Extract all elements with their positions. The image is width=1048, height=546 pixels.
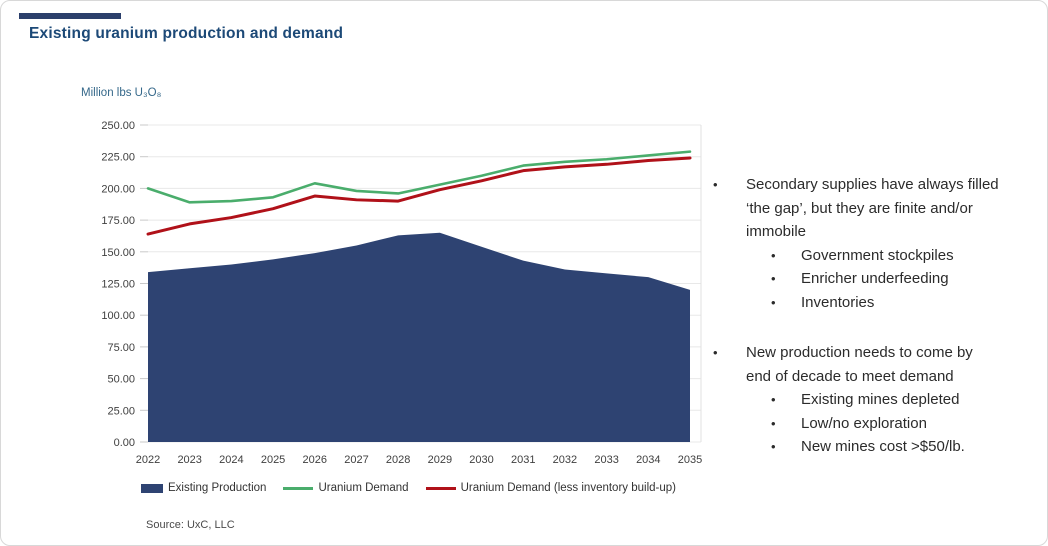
note-sub-text: Government stockpiles bbox=[801, 246, 954, 264]
note-group: • Secondary supplies have always filled ‘… bbox=[704, 173, 1044, 314]
x-axis-label: 2030 bbox=[469, 454, 493, 466]
y-axis-label: 75.00 bbox=[107, 342, 135, 354]
note-row: • Existing mines depleted bbox=[704, 388, 1044, 412]
y-axis-label: 150.00 bbox=[101, 247, 135, 259]
y-axis-label: 175.00 bbox=[101, 215, 135, 227]
notes-panel: • Secondary supplies have always filled ‘… bbox=[704, 173, 1044, 486]
y-axis-title: Million lbs U₃O₈ bbox=[81, 87, 162, 99]
x-axis-label: 2027 bbox=[344, 454, 368, 466]
bullet-icon: • bbox=[713, 177, 718, 192]
demand-less-inventory-line bbox=[146, 156, 692, 236]
legend-label: Uranium Demand bbox=[318, 482, 409, 494]
note-sub-text: Existing mines depleted bbox=[801, 391, 960, 408]
note-row: • Enricher underfeeding bbox=[704, 267, 1044, 291]
x-axis-label: 2031 bbox=[511, 454, 535, 466]
note-row: • Low/no exploration bbox=[704, 412, 1044, 436]
chart-legend: Existing Production Uranium Demand Urani… bbox=[141, 482, 676, 494]
legend-item-uranium-demand-less-inventory: Uranium Demand (less inventory build-up) bbox=[425, 482, 676, 494]
y-axis-label: 0.00 bbox=[114, 437, 135, 449]
note-row: • Secondary supplies have always filled ‘… bbox=[704, 173, 1044, 244]
existing-production-swatch-icon bbox=[141, 483, 163, 493]
x-axis-label: 2026 bbox=[303, 454, 327, 466]
y-axis-label: 50.00 bbox=[107, 374, 135, 386]
x-axis-label: 2035 bbox=[678, 454, 702, 466]
note-main-text: New production needs to come by end of d… bbox=[746, 344, 973, 385]
y-axis-label: 200.00 bbox=[101, 183, 135, 195]
bullet-icon: • bbox=[771, 439, 776, 454]
x-axis-label: 2028 bbox=[386, 454, 410, 466]
legend-label: Existing Production bbox=[168, 482, 267, 494]
y-axis-label: 25.00 bbox=[107, 405, 135, 417]
y-axis-label: 225.00 bbox=[101, 152, 135, 164]
legend-item-existing-production: Existing Production bbox=[141, 482, 266, 494]
y-axis-label: 100.00 bbox=[101, 310, 135, 322]
x-axis-label: 2032 bbox=[553, 454, 577, 466]
source-note: Source: UxC, LLC bbox=[146, 519, 235, 531]
bullet-icon: • bbox=[771, 294, 776, 310]
note-sub-text: Inventories bbox=[801, 293, 875, 311]
bullet-icon: • bbox=[771, 271, 776, 286]
note-row: • Government stockpiles bbox=[704, 244, 1044, 268]
note-sub-text: Enricher underfeeding bbox=[801, 270, 949, 287]
note-sub-text: Low/no exploration bbox=[801, 414, 927, 432]
uranium-demand-swatch-icon bbox=[283, 486, 314, 490]
x-axis-label: 2023 bbox=[177, 454, 201, 466]
title-accent-bar bbox=[19, 13, 121, 19]
note-row: • New production needs to come by end of … bbox=[704, 341, 1044, 388]
bullet-icon: • bbox=[713, 345, 718, 360]
x-axis-label: 2034 bbox=[636, 454, 660, 466]
note-row: • New mines cost >$50/lb. bbox=[704, 435, 1044, 459]
x-axis-label: 2029 bbox=[428, 454, 452, 466]
note-row: • Inventories bbox=[704, 291, 1044, 315]
bullet-icon: • bbox=[771, 392, 776, 407]
y-axis-label: 250.00 bbox=[101, 120, 135, 132]
x-axis-label: 2022 bbox=[136, 454, 160, 466]
uranium-demand-less-inventory-swatch-icon bbox=[425, 486, 456, 490]
note-sub-text: New mines cost >$50/lb. bbox=[801, 438, 965, 455]
note-main-text: Secondary supplies have always filled ‘t… bbox=[746, 176, 999, 240]
y-axis-label: 125.00 bbox=[101, 279, 135, 291]
note-group: • New production needs to come by end of … bbox=[704, 341, 1044, 459]
existing-production-area bbox=[148, 232, 690, 442]
uranium-demand-line bbox=[146, 150, 692, 204]
legend-label: Uranium Demand (less inventory build-up) bbox=[460, 482, 676, 494]
x-axis-label: 2025 bbox=[261, 454, 285, 466]
x-axis-label: 2024 bbox=[219, 454, 243, 466]
uranium-chart: 0.00 25.00 50.00 75.00 100.00 125.00 150.00 175… bbox=[101, 120, 702, 466]
page-title: Existing uranium production and demand bbox=[29, 25, 344, 42]
bullet-icon: • bbox=[771, 247, 776, 263]
x-axis-label: 2033 bbox=[594, 454, 618, 466]
bullet-icon: • bbox=[771, 415, 776, 431]
legend-item-uranium-demand: Uranium Demand bbox=[283, 482, 409, 494]
